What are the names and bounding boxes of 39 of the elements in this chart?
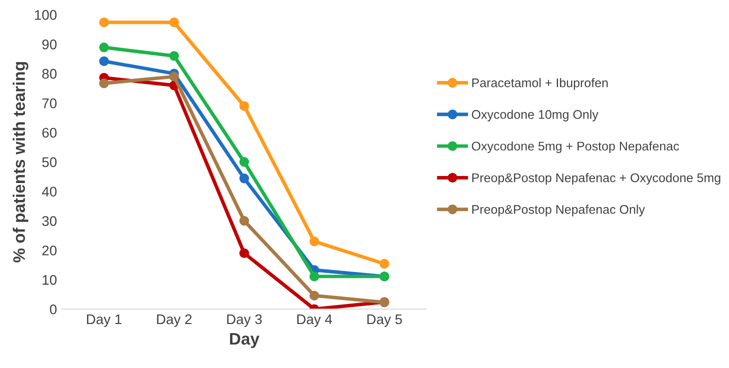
- y-tick-label: 100: [34, 10, 57, 20]
- point: [309, 236, 320, 246]
- x-tick-label: Day 5: [367, 314, 402, 327]
- y-tick-label: 90: [42, 39, 57, 50]
- point: [239, 174, 250, 184]
- y-tick-label: 40: [42, 186, 57, 197]
- point: [239, 101, 250, 111]
- point: [99, 56, 109, 66]
- point: [239, 157, 250, 167]
- point: [99, 78, 109, 88]
- y-tick-label: 30: [42, 216, 57, 226]
- point: [309, 272, 320, 282]
- point: [239, 248, 250, 258]
- y-tick-label: 70: [42, 98, 57, 108]
- legend-label: Preop&Postop Nepafenac Only: [472, 204, 645, 216]
- point: [169, 72, 179, 82]
- x-axis-title: Day: [230, 333, 260, 348]
- x-tick-label: Day 3: [227, 314, 262, 327]
- y-axis-title: % of patients with tearing: [12, 62, 28, 262]
- y-tick-label: 10: [42, 275, 57, 285]
- y-tick-label: 80: [42, 68, 57, 79]
- point: [99, 18, 109, 28]
- point: [239, 216, 250, 226]
- x-tick-label: Day 4: [297, 314, 332, 327]
- legend-label: Oxycodone 10mg Only: [472, 110, 598, 122]
- y-tick-label: 20: [42, 246, 57, 256]
- y-tick-label: 50: [42, 157, 57, 168]
- y-tick-label: 60: [42, 128, 57, 138]
- x-tick-label: Day 2: [157, 314, 192, 327]
- point: [99, 42, 109, 52]
- legend-label: Preop&Postop Nepafenac + Oxycodone 5mg: [472, 173, 720, 185]
- x-tick-label: Day 1: [87, 314, 122, 327]
- y-tick-label: 0: [50, 304, 57, 314]
- point: [169, 51, 179, 61]
- point: [169, 18, 179, 28]
- point: [380, 258, 390, 269]
- point: [309, 290, 320, 300]
- legend-label: Paracetamol + Ibuprofen: [472, 78, 608, 90]
- legend-label: Oxycodone 5mg + Postop Nepafenac: [472, 141, 680, 154]
